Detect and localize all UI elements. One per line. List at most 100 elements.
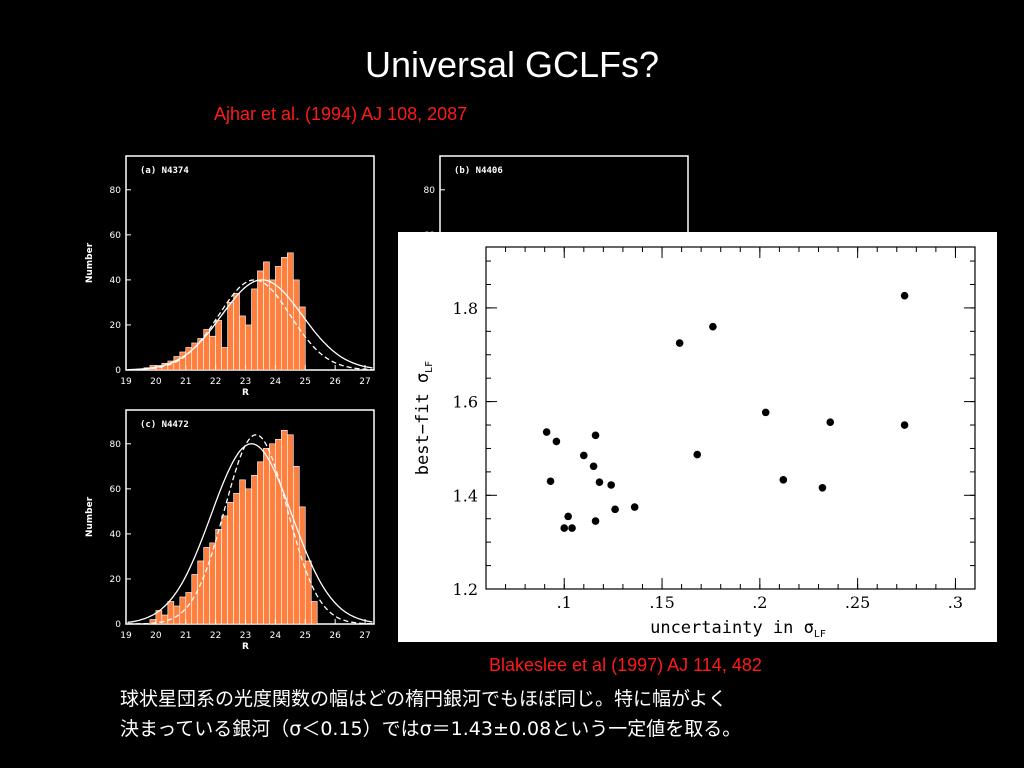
- x-axis-label-main: uncertainty in σ: [650, 618, 814, 638]
- y-tick-label: 40: [110, 276, 122, 286]
- x-tick-label: 26: [329, 631, 341, 641]
- histogram-panel-c: 19 20 21 22 23 24 25 26 27 0 20 40 60 80 (c) N4472 R Num…: [78, 402, 380, 658]
- histogram-bar: [281, 429, 288, 625]
- panel-label: (b) N4406: [454, 166, 503, 176]
- x-tick-label: 19: [120, 377, 132, 387]
- data-point: [630, 503, 639, 511]
- y-tick-label: 80: [110, 186, 122, 196]
- panel-label: (a) N4374: [140, 166, 189, 176]
- x-tick-label: .1: [557, 593, 572, 612]
- histogram-bar: [203, 547, 210, 625]
- histogram-bar: [209, 335, 216, 371]
- y-tick-label: 20: [110, 575, 122, 585]
- y-tick-label: 80: [110, 440, 122, 450]
- histogram-bar: [233, 493, 240, 625]
- x-tick-label: .15: [649, 593, 674, 612]
- y-axis-label: best−fit σLF: [413, 361, 435, 475]
- caption-text: 球状星団系の光度関数の幅はどの楕円銀河でもほぼ同じ。特に幅がよく 決まっている銀…: [120, 684, 741, 744]
- data-point: [611, 505, 619, 514]
- data-point: [568, 524, 576, 532]
- histogram-panel-a: 19 20 21 22 23 24 25 26 27 0 20 40 60 80 (a) N4374 R Num…: [78, 148, 380, 404]
- data-point: [589, 462, 598, 471]
- histogram-bar: [269, 279, 276, 371]
- histogram-bar: [281, 257, 288, 371]
- y-tick-label: 0: [115, 366, 121, 376]
- x-tick-label: 21: [180, 631, 191, 641]
- x-tick-label: 25: [300, 377, 311, 387]
- data-point: [779, 476, 788, 484]
- x-tick-label: 22: [210, 631, 221, 641]
- histogram-bar: [257, 461, 264, 625]
- caption-line-1: 球状星団系の光度関数の幅はどの楕円銀河でもほぼ同じ。特に幅がよく: [120, 688, 728, 710]
- data-point: [546, 477, 555, 486]
- y-tick-label: 80: [424, 186, 436, 196]
- x-axis-label-sub: LF: [814, 629, 826, 640]
- plot-frame: [485, 246, 976, 590]
- data-point: [709, 322, 717, 331]
- histogram-bar: [197, 560, 204, 625]
- y-tick-label: 40: [110, 530, 122, 540]
- slide-title: Universal GCLFs?: [364, 44, 660, 85]
- histogram-bar: [287, 252, 294, 371]
- data-point: [580, 451, 588, 460]
- y-axis-label-sub: LF: [424, 361, 435, 373]
- x-tick-label: 27: [359, 377, 370, 387]
- histogram-bar: [239, 479, 246, 625]
- panel-label: (c) N4472: [140, 420, 189, 430]
- x-tick-label: 22: [210, 377, 221, 387]
- x-tick-label: 20: [150, 377, 162, 387]
- histogram-bar: [221, 515, 228, 625]
- data-point: [693, 450, 702, 459]
- histogram-bar: [257, 270, 264, 371]
- histogram-bar: [263, 261, 270, 371]
- scatter-panel: .1 .15 .2 .25 .3 1.2 1.4 1.6 1.8 uncertainty in σ…: [398, 232, 997, 642]
- x-tick-label: 23: [240, 631, 251, 641]
- y-axis-label: Number: [85, 242, 95, 283]
- histogram-bar: [239, 315, 246, 371]
- y-axis-label: Number: [85, 496, 95, 537]
- histogram-bar: [251, 475, 258, 625]
- x-axis-label: R: [242, 388, 249, 398]
- x-tick-label: 20: [150, 631, 162, 641]
- data-point: [591, 517, 600, 525]
- data-point: [818, 484, 827, 492]
- histogram-bar: [275, 438, 282, 625]
- x-axis-label: uncertainty in σLF: [650, 618, 826, 640]
- citation-blakeslee: Blakeslee et al (1997) AJ 114, 482: [489, 655, 762, 675]
- histogram-bar: [275, 266, 282, 371]
- x-tick-label: .2: [752, 593, 767, 612]
- data-point: [826, 418, 835, 427]
- y-tick-label: 1.8: [453, 299, 478, 318]
- y-tick-label: 0: [115, 620, 121, 630]
- data-point: [560, 524, 569, 532]
- gaussian-fit-solid: [127, 279, 373, 371]
- data-point: [542, 428, 551, 436]
- gaussian-fit-dashed: [127, 434, 373, 625]
- caption-line-2: 決まっている銀河（σ＜0.15）ではσ＝1.43±0.08という一定値を取る。: [120, 718, 742, 740]
- histogram-a-chart: 19 20 21 22 23 24 25 26 27 0 20 40 60 80 (a) N4374 R Num…: [78, 148, 380, 404]
- data-point: [591, 431, 600, 440]
- gaussian-fit-solid: [127, 443, 373, 624]
- data-point: [552, 437, 561, 446]
- histogram-bar: [251, 288, 258, 371]
- scatter-chart: .1 .15 .2 .25 .3 1.2 1.4 1.6 1.8 uncertainty in σ…: [413, 246, 976, 640]
- histogram-bar: [215, 320, 222, 371]
- x-tick-label: .25: [845, 593, 870, 612]
- histogram-bar: [215, 529, 222, 625]
- x-tick-label: 21: [180, 377, 191, 387]
- x-tick-label: .3: [948, 593, 963, 612]
- histogram-bar: [245, 324, 252, 371]
- y-tick-label: 1.4: [453, 486, 478, 505]
- histogram-c-chart: 19 20 21 22 23 24 25 26 27 0 20 40 60 80 (c) N4472 R Num…: [78, 402, 380, 658]
- x-tick-label: 27: [359, 631, 370, 641]
- y-axis-label-main: best−fit σ: [413, 373, 433, 475]
- y-tick-label: 1.2: [453, 580, 478, 599]
- y-tick-label: 60: [110, 485, 122, 495]
- histogram-bar: [185, 592, 193, 625]
- x-tick-label: 25: [300, 631, 311, 641]
- data-point: [595, 478, 604, 486]
- x-tick-label: 24: [270, 631, 282, 641]
- histogram-bar: [310, 601, 318, 625]
- y-tick-label: 60: [110, 231, 122, 241]
- histogram-bar: [209, 542, 216, 625]
